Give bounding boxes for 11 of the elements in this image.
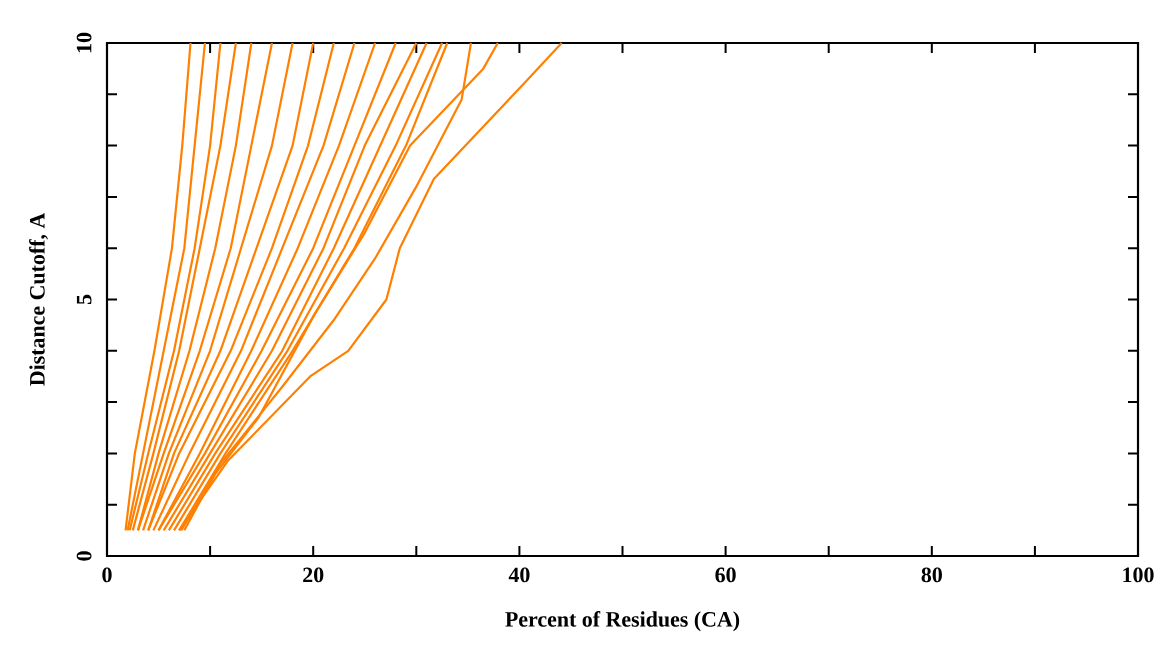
- y-axis-title: Distance Cutoff, A: [29, 212, 48, 386]
- x-tick-label: 80: [921, 567, 942, 583]
- x-tick-label: 20: [303, 567, 324, 583]
- y-tick-label: 5: [76, 294, 92, 305]
- x-tick-label: 40: [508, 567, 530, 583]
- x-axis-title: Percent of Residues (CA): [505, 611, 740, 632]
- y-tick-label: 0: [76, 551, 92, 561]
- y-tick-label: 10: [76, 32, 92, 53]
- x-tick-label: 60: [715, 567, 736, 583]
- x-tick-label: 0: [102, 567, 112, 583]
- x-tick-label: 100: [1123, 567, 1154, 583]
